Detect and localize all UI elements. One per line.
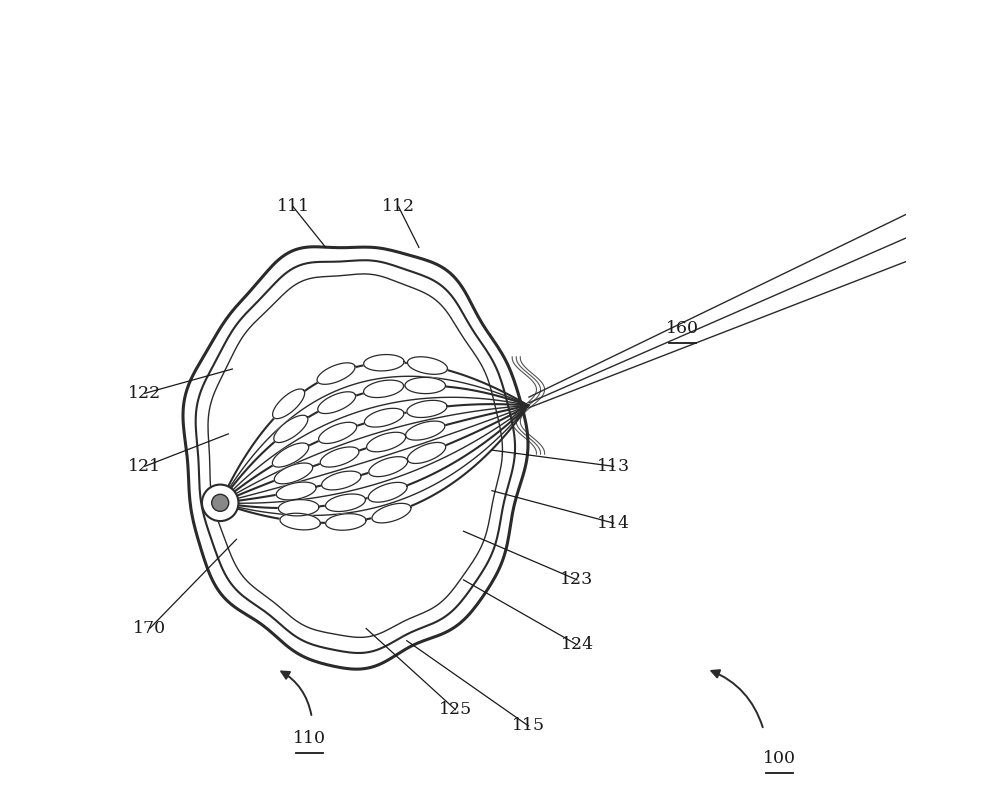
Polygon shape — [364, 408, 404, 427]
Text: 125: 125 — [439, 702, 472, 718]
Polygon shape — [322, 471, 361, 490]
Text: 124: 124 — [560, 637, 594, 653]
Polygon shape — [278, 500, 319, 516]
Polygon shape — [372, 504, 411, 523]
Polygon shape — [319, 423, 357, 444]
Polygon shape — [326, 513, 366, 530]
Polygon shape — [369, 457, 408, 477]
Text: 170: 170 — [133, 620, 166, 637]
Polygon shape — [368, 483, 407, 502]
Text: 160: 160 — [666, 320, 699, 337]
Polygon shape — [317, 363, 355, 384]
Polygon shape — [272, 443, 309, 467]
Polygon shape — [320, 447, 359, 467]
Polygon shape — [407, 357, 447, 375]
Text: 110: 110 — [293, 730, 326, 746]
Text: 100: 100 — [763, 750, 796, 766]
Circle shape — [212, 495, 229, 511]
Polygon shape — [325, 494, 365, 512]
Text: 115: 115 — [512, 718, 545, 734]
Polygon shape — [276, 482, 316, 500]
Polygon shape — [364, 380, 404, 397]
Text: 112: 112 — [382, 199, 415, 215]
Polygon shape — [274, 463, 313, 484]
Text: 114: 114 — [597, 515, 630, 531]
Polygon shape — [274, 415, 308, 443]
Polygon shape — [273, 389, 305, 418]
Text: 121: 121 — [128, 458, 161, 474]
Polygon shape — [364, 354, 404, 371]
Text: 111: 111 — [277, 199, 310, 215]
Polygon shape — [280, 513, 320, 530]
Circle shape — [202, 484, 238, 521]
Text: 122: 122 — [128, 385, 161, 401]
Polygon shape — [367, 432, 406, 452]
Text: 123: 123 — [560, 572, 594, 588]
Polygon shape — [407, 401, 447, 418]
Polygon shape — [406, 421, 445, 440]
Polygon shape — [405, 377, 446, 393]
Text: 113: 113 — [597, 458, 630, 474]
Polygon shape — [407, 443, 446, 463]
Polygon shape — [318, 392, 356, 414]
